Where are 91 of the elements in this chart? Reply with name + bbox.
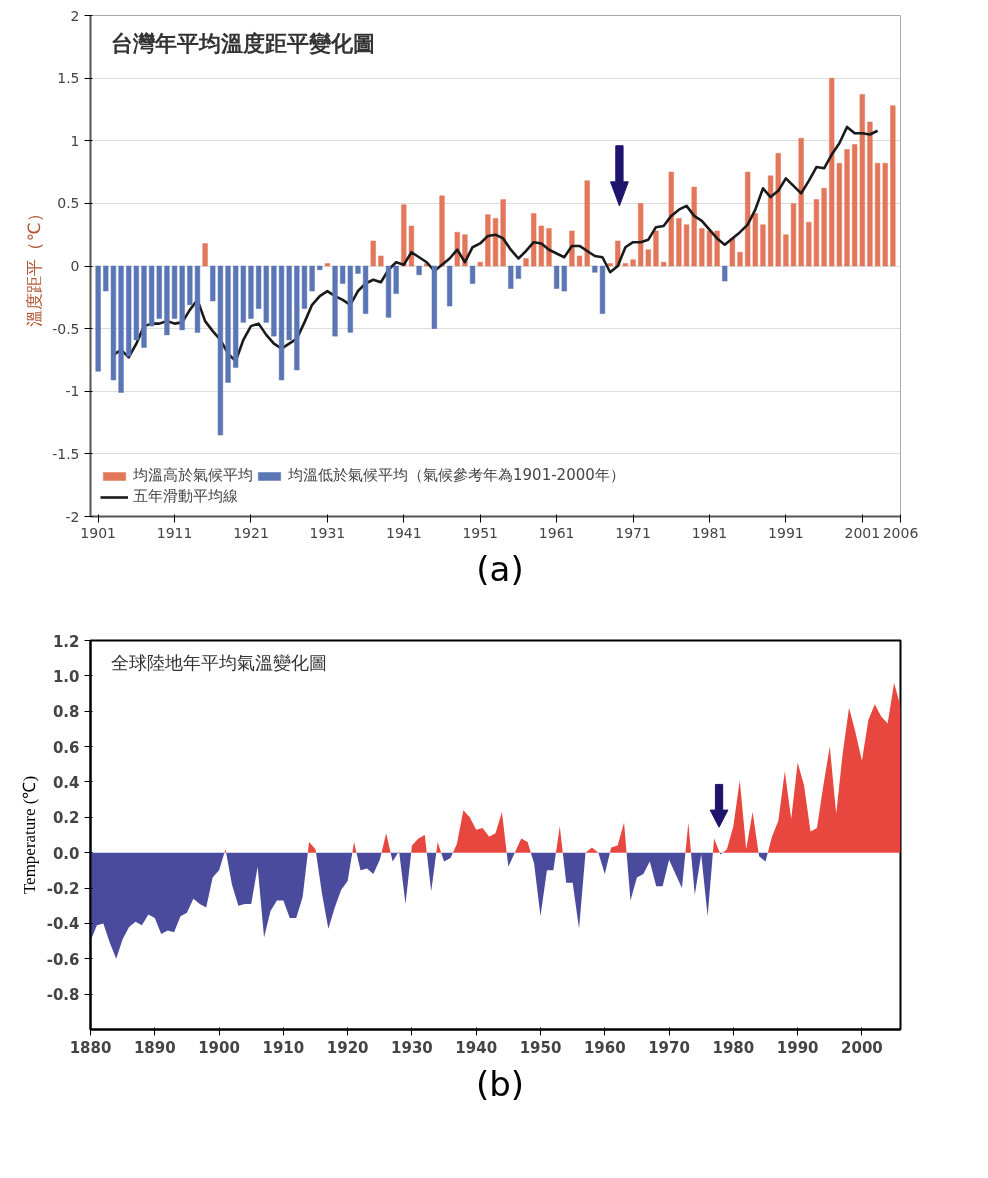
x-tick-label: 1950 (519, 1038, 562, 1057)
bar (225, 265, 231, 383)
bar (362, 265, 369, 314)
bar (447, 265, 453, 307)
bar (431, 265, 437, 329)
bar (317, 265, 323, 271)
bar (714, 230, 720, 267)
y-tick-label: 0 (70, 258, 80, 274)
x-tick-label: 1991 (768, 524, 804, 541)
bar (867, 121, 873, 267)
bar (332, 265, 338, 337)
y-tick-label: 0.8 (52, 703, 80, 722)
x-tick-label: 1960 (583, 1038, 626, 1057)
x-tick-label: 1940 (455, 1038, 498, 1057)
y-tick-label: -0.8 (46, 986, 80, 1005)
bar (309, 265, 315, 292)
text: 全球陸地年平均氣溫變化圖 (110, 652, 327, 674)
bar (95, 265, 101, 372)
bar (729, 238, 736, 267)
x-tick-label: 1971 (615, 524, 651, 541)
text: (b) (475, 1063, 525, 1106)
x-tick-label: 1970 (648, 1038, 690, 1057)
y-tick-label: 0.4 (52, 773, 80, 792)
bar (676, 218, 682, 267)
y-tick-label: 1.2 (52, 632, 80, 651)
bar (164, 265, 170, 336)
x-tick-label: 1911 (156, 524, 193, 541)
bar (653, 230, 659, 267)
y-axis-title: 溫度距平（℃） (24, 205, 45, 327)
bar (271, 265, 277, 337)
bar (355, 265, 361, 274)
x-tick-label: 2001 (844, 524, 881, 541)
y-axis-title: Temperature (℃) (19, 775, 39, 895)
y-tick-label: -0.5 (52, 320, 80, 337)
text: 台灣年平均溫度距平變化圖 (110, 30, 375, 56)
x-tick-label: 1920 (326, 1038, 369, 1057)
y-tick-label: 0.6 (52, 738, 80, 757)
x-tick-label: 1980 (712, 1038, 755, 1057)
bar (416, 265, 422, 276)
legend-label: 均溫高於氣候平均 (133, 466, 253, 485)
y-tick-label: -0.6 (46, 950, 80, 969)
x-tick-label: 1880 (69, 1038, 112, 1057)
x-tick-label: 1900 (198, 1038, 240, 1057)
y-tick-label: 1 (70, 132, 80, 149)
y-tick-label: 2 (70, 7, 80, 24)
bar (118, 265, 124, 393)
bar (248, 265, 254, 319)
legend-label: 均溫低於氣候平均（氣候參考年為1901-2000年） (288, 466, 625, 485)
y-tick-label: 1.0 (52, 667, 80, 686)
bar (546, 228, 552, 267)
x-tick-label: 1910 (262, 1038, 305, 1057)
bar (630, 259, 636, 267)
x-tick-label: 2000 (841, 1038, 883, 1057)
x-tick-label: 1981 (691, 524, 728, 541)
bar (722, 265, 728, 282)
bar (737, 251, 743, 267)
bar (141, 265, 147, 348)
legend-label: 五年滑動平均線 (133, 487, 238, 506)
x-tick-label: 1951 (462, 524, 499, 541)
bar (607, 263, 613, 267)
y-tick-label: -1 (65, 383, 80, 400)
bar (378, 255, 384, 267)
bar (844, 149, 850, 267)
y-tick-label: -0.4 (46, 915, 80, 934)
x-tick-label: 1921 (233, 524, 269, 541)
y-tick-label: 0.5 (57, 195, 80, 212)
x-tick-label: 1901 (80, 524, 116, 541)
y-tick-label: -1.5 (52, 445, 80, 462)
bar (890, 105, 896, 267)
bar (370, 240, 376, 267)
y-tick-label: 0.2 (52, 809, 80, 828)
x-tick-label: 1961 (538, 524, 575, 541)
bar (202, 243, 208, 267)
x-tick-label: 1931 (309, 524, 346, 541)
bar (477, 261, 483, 267)
x-tick-label: 1890 (133, 1038, 176, 1057)
x-tick-label: 1990 (776, 1038, 819, 1057)
bar (439, 195, 445, 267)
bar (469, 265, 476, 284)
x-tick-label: 2006 (882, 524, 919, 541)
x-tick-label: 1930 (391, 1038, 433, 1057)
bar (821, 188, 827, 267)
y-tick-label: -2 (65, 508, 80, 525)
bar (760, 224, 766, 267)
bar (523, 258, 529, 267)
y-tick-label: 0.0 (52, 844, 80, 863)
bar (324, 263, 331, 267)
y-tick-label: -0.2 (46, 880, 80, 899)
x-tick-label: 1941 (385, 524, 422, 541)
text: (a) (476, 548, 524, 591)
y-tick-label: 1.5 (57, 70, 80, 87)
